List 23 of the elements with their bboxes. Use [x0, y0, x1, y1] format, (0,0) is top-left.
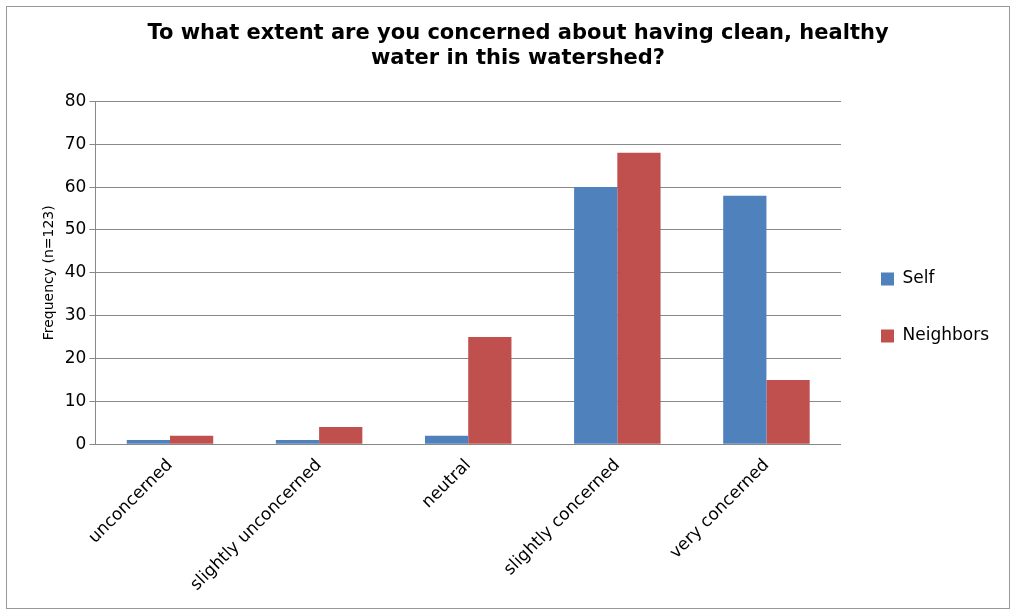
- bar: [424, 435, 469, 444]
- y-tick-label: 40: [64, 261, 87, 282]
- y-tick-label: 60: [64, 175, 87, 196]
- bar: [723, 195, 767, 444]
- y-axis-title: Frequency (n=123): [40, 205, 57, 341]
- y-tick-label: 0: [75, 432, 87, 453]
- y-tick-label: 50: [64, 218, 87, 239]
- y-tick-label: 30: [64, 304, 87, 325]
- bar: [169, 435, 214, 444]
- bar: [126, 439, 170, 444]
- bar: [275, 439, 320, 444]
- bar: [766, 379, 810, 444]
- y-tick-label: 70: [64, 132, 87, 153]
- legend-label: Self: [902, 267, 936, 288]
- bar: [468, 337, 512, 444]
- legend-label: Neighbors: [902, 324, 990, 345]
- y-tick-label: 10: [64, 389, 87, 410]
- y-tick-label: 20: [64, 346, 87, 367]
- bar: [319, 427, 363, 444]
- y-tick-label: 80: [64, 89, 87, 110]
- bar: [617, 152, 661, 444]
- bar: [574, 187, 618, 444]
- chart-title: To what extent are you concerned about having clean, healthy water in this watershed?: [147, 20, 889, 70]
